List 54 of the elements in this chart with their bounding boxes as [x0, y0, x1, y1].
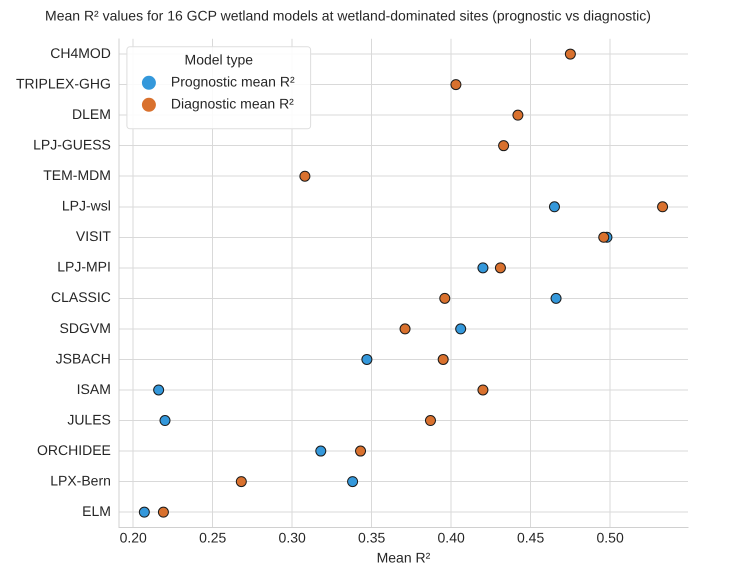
- y-tick-label: ELM: [82, 502, 111, 519]
- point: [548, 201, 560, 212]
- point: [347, 476, 358, 488]
- point: [477, 384, 488, 396]
- point: [494, 262, 506, 274]
- x-tick-label: 0.45: [517, 530, 544, 546]
- point: [455, 323, 466, 334]
- x-tick-label: 0.35: [358, 530, 386, 546]
- point: [160, 415, 171, 426]
- y-tick-label: CLASSIC: [50, 289, 111, 306]
- point: [439, 292, 450, 304]
- point: [450, 79, 462, 90]
- x-tick-label: 0.20: [120, 530, 148, 546]
- point: [424, 415, 436, 426]
- legend-label: Prognostic mean R²: [170, 74, 295, 90]
- chart-title: Mean R² values for 16 GCP wetland models at wetland-dominated sites (prognostic vs diagnostic): [45, 7, 651, 24]
- y-tick-label: SDGVM: [60, 320, 111, 336]
- x-tick-label: 0.40: [438, 530, 465, 546]
- y-tick-label: ORCHIDEE: [36, 442, 111, 458]
- y-tick-label: LPJ-MPI: [57, 258, 111, 275]
- point: [512, 110, 524, 121]
- legend-title: Model type: [184, 52, 254, 68]
- point: [564, 48, 576, 60]
- point: [315, 446, 326, 457]
- point: [138, 506, 150, 518]
- x-tick-label: 0.25: [199, 530, 227, 546]
- y-tick-label: CH4MOD: [50, 44, 111, 61]
- point: [153, 384, 164, 396]
- point: [236, 476, 247, 488]
- point: [355, 446, 366, 457]
- y-tick-label: DLEM: [72, 106, 111, 122]
- point: [361, 354, 372, 365]
- point: [438, 354, 449, 365]
- legend-label: Diagnostic mean R²: [170, 96, 294, 112]
- y-tick-label: ISAM: [76, 380, 111, 397]
- point: [550, 292, 562, 304]
- x-tick-label: 0.30: [278, 530, 306, 546]
- y-tick-label: LPJ-wsl: [62, 198, 111, 214]
- y-tick-label: TEM-MDM: [43, 167, 111, 184]
- y-tick-label: TRIPLEX-GHG: [16, 75, 111, 92]
- point: [158, 506, 169, 518]
- y-tick-label: VISIT: [76, 228, 112, 244]
- y-tick-label: JULES: [67, 411, 111, 428]
- point: [657, 201, 668, 212]
- point: [477, 262, 488, 274]
- x-tick-label: 0.50: [596, 530, 624, 546]
- y-tick-label: LPX-Bern: [50, 472, 111, 488]
- point: [400, 323, 411, 334]
- point: [498, 140, 510, 152]
- point: [598, 232, 610, 243]
- y-tick-label: LPJ-GUESS: [33, 136, 111, 153]
- y-tick-label: JSBACH: [56, 350, 111, 366]
- point: [299, 170, 310, 182]
- x-axis-title: Mean R²: [376, 549, 431, 566]
